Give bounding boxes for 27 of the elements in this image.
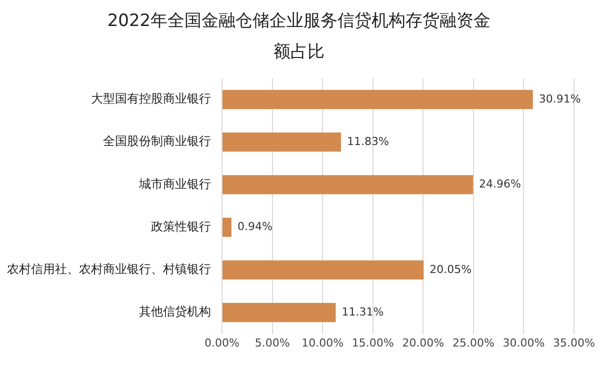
bar	[222, 260, 424, 280]
y-tick-label: 全国股份制商业银行	[103, 134, 211, 148]
data-label: 20.05%	[430, 262, 472, 276]
data-label: 30.91%	[538, 92, 581, 106]
x-tick-label: 10.00%	[302, 336, 344, 350]
bar	[222, 175, 474, 194]
data-label: 24.96%	[479, 178, 521, 191]
y-tick-label: 城市商业银行	[138, 176, 211, 191]
x-tick-label: 25.00%	[452, 336, 494, 350]
x-tick-label: 35.00%	[553, 336, 596, 350]
data-label: 11.83%	[346, 134, 389, 148]
y-tick-label: 其他信贷机构	[139, 304, 211, 319]
bar	[222, 132, 341, 152]
data-label: 11.31%	[342, 305, 384, 318]
x-tick-label: 0.00%	[204, 336, 240, 350]
x-tick-label: 5.00%	[254, 336, 290, 350]
x-tick-label: 20.00%	[402, 336, 444, 350]
chart-title: 2022年全国金融仓储企业服务信贷机构存货融资金额占比	[106, 10, 492, 64]
bar	[222, 302, 336, 322]
x-tick-label: 30.00%	[502, 336, 545, 350]
x-tick-label: 15.00%	[352, 336, 394, 350]
bar	[222, 218, 232, 237]
y-tick-label: 农村信用社、农村商业银行、村镇银行	[7, 262, 211, 276]
data-label: 0.94%	[237, 220, 272, 234]
y-tick-label: 大型国有控股商业银行	[91, 92, 211, 106]
y-tick-label: 政策性银行	[151, 219, 211, 234]
bar	[222, 90, 533, 110]
